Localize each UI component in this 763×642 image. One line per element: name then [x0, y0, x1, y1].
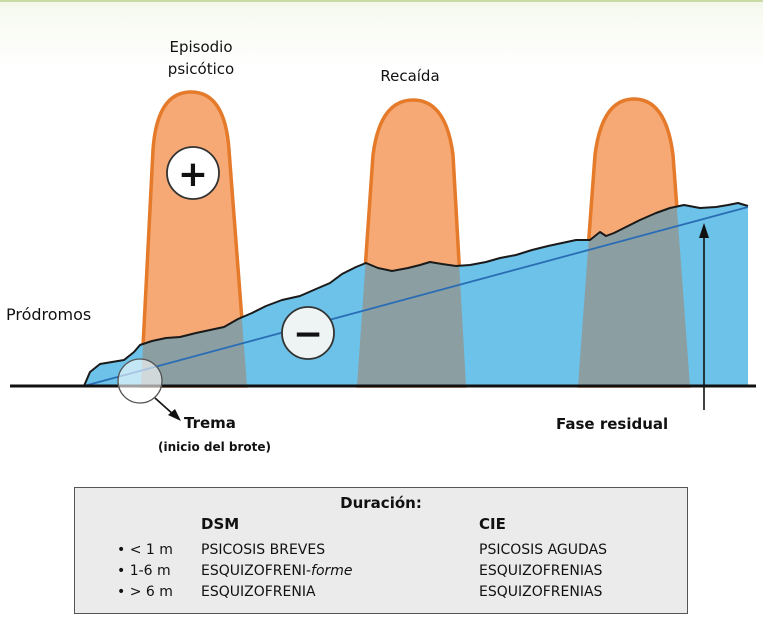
trema-marker — [117, 358, 181, 421]
duration-value: • 1-6 m — [117, 563, 171, 579]
psychotic-episode-label-line1: Episodio — [169, 38, 233, 56]
prodrome-label: Pródromos — [6, 305, 92, 324]
residual-trend-line — [83, 206, 749, 387]
dsm-diagnosis: ESQUIZOFRENI-forme — [201, 563, 353, 579]
cie-diagnosis: ESQUIZOFRENIAS — [479, 584, 603, 600]
duration-title: Duración: — [340, 494, 422, 512]
cie-diagnosis: PSICOSIS AGUDAS — [479, 542, 608, 558]
dsm-diagnosis-text: ESQUIZOFRENIA — [201, 584, 316, 600]
cie-column-header: CIE — [479, 515, 506, 533]
plus-sign: + — [178, 154, 208, 195]
duration-row: • > 6 m ESQUIZOFRENIA ESQUIZOFRENIAS — [75, 584, 687, 604]
duration-row: • < 1 m PSICOSIS BREVES PSICOSIS AGUDAS — [75, 542, 687, 562]
residual-phase-label: Fase residual — [556, 415, 669, 433]
trema-label: Trema — [184, 414, 236, 432]
dsm-diagnosis-text: ESQUIZOFRENI- — [201, 563, 312, 579]
psychotic-episode-label-line2: psicótico — [167, 60, 235, 78]
duration-value: • < 1 m — [117, 542, 173, 558]
relapse-label: Recaída — [380, 67, 440, 85]
duration-value: • > 6 m — [117, 584, 173, 600]
duration-row: • 1-6 m ESQUIZOFRENI-forme ESQUIZOFRENIA… — [75, 563, 687, 583]
positive-symptoms-symbol: + — [166, 146, 220, 200]
residual-phase-arrow — [699, 223, 709, 410]
negative-symptoms-symbol: − — [281, 306, 335, 360]
dsm-diagnosis: PSICOSIS BREVES — [201, 542, 325, 558]
dsm-diagnosis-text: PSICOSIS BREVES — [201, 542, 326, 558]
negative-area-outline — [83, 202, 749, 387]
trema-sublabel: (inicio del brote) — [158, 440, 272, 454]
dsm-diagnosis-suffix: forme — [311, 563, 353, 579]
cie-diagnosis: ESQUIZOFRENIAS — [479, 563, 603, 579]
minus-sign: − — [293, 314, 323, 355]
top-border — [0, 0, 763, 2]
duration-box: Duración: DSM CIE • < 1 m PSICOSIS BREVE… — [74, 487, 688, 614]
overlap-region-2 — [357, 203, 466, 386]
dsm-column-header: DSM — [201, 515, 240, 533]
psychotic-episode-label: Episodio psicótico — [126, 36, 276, 80]
dsm-diagnosis: ESQUIZOFRENIA — [201, 584, 316, 600]
